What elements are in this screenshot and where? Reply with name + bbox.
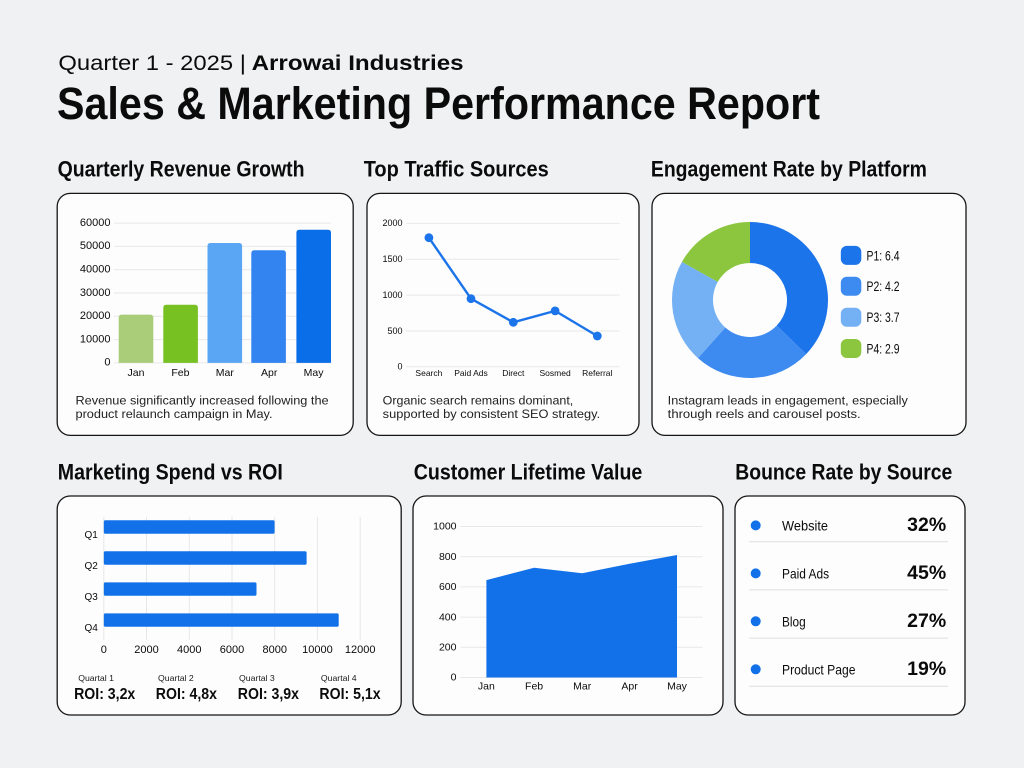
svg-text:Marketing Spend vs ROI: Marketing Spend vs ROI [58,460,283,485]
svg-text:P3: 3.7: P3: 3.7 [867,309,900,325]
svg-text:Arrowai Industries: Arrowai Industries [252,52,464,75]
svg-text:Revenue significantly increase: Revenue significantly increased followin… [76,394,329,408]
svg-text:1000: 1000 [382,290,402,300]
svg-text:500: 500 [387,326,402,336]
svg-text:32%: 32% [907,514,946,536]
svg-text:400: 400 [439,611,457,623]
svg-text:May: May [304,367,325,379]
svg-text:ROI: 3,2x: ROI: 3,2x [74,686,136,703]
svg-text:Quartal 3: Quartal 3 [239,673,275,683]
svg-text:Customer Lifetime Value: Customer Lifetime Value [414,460,643,485]
svg-text:Mar: Mar [216,367,235,379]
svg-text:8000: 8000 [262,644,286,656]
svg-text:Mar: Mar [573,680,592,692]
svg-text:Quartal 2: Quartal 2 [158,673,194,683]
svg-text:0: 0 [104,357,110,369]
svg-text:Instagram leads in engagement,: Instagram leads in engagement, especiall… [668,394,909,408]
svg-text:Q3: Q3 [84,592,98,603]
svg-text:6000: 6000 [220,644,244,656]
svg-text:Paid Ads: Paid Ads [782,566,829,582]
svg-text:Search: Search [415,368,442,378]
svg-text:Q1: Q1 [84,530,98,541]
svg-text:ROI: 3,9x: ROI: 3,9x [238,686,300,703]
svg-text:Quartal 4: Quartal 4 [321,673,357,683]
svg-text:Paid Ads: Paid Ads [454,368,488,378]
svg-text:600: 600 [439,581,457,593]
svg-text:Quartal 1: Quartal 1 [78,673,114,683]
svg-text:Direct: Direct [502,368,525,378]
svg-text:50000: 50000 [80,240,111,252]
svg-text:P1: 6.4: P1: 6.4 [867,247,900,263]
svg-text:800: 800 [439,551,457,563]
svg-text:45%: 45% [907,562,946,584]
svg-text:Quarterly Revenue Growth: Quarterly Revenue Growth [58,157,305,182]
svg-text:ROI: 5,1x: ROI: 5,1x [319,686,381,703]
svg-text:Blog: Blog [782,614,806,630]
svg-text:30000: 30000 [80,287,111,299]
svg-text:through reels and carousel pos: through reels and carousel posts. [668,407,861,421]
svg-text:Sosmed: Sosmed [540,368,571,378]
svg-text:19%: 19% [907,658,946,680]
svg-text:Sales & Marketing Performance: Sales & Marketing Performance Report [57,78,820,129]
svg-text:200: 200 [439,642,457,654]
svg-text:Feb: Feb [171,367,189,379]
svg-text:Organic search remains dominan: Organic search remains dominant, [383,394,574,408]
svg-text:Feb: Feb [525,680,543,692]
svg-text:27%: 27% [907,610,946,632]
svg-text:4000: 4000 [177,644,201,656]
svg-text:1000: 1000 [433,521,457,533]
svg-text:Q4: Q4 [84,623,98,634]
svg-text:Website: Website [782,518,828,534]
svg-text:Quarter 1 - 2025 |: Quarter 1 - 2025 | [58,52,246,75]
svg-text:Product Page: Product Page [782,662,856,678]
svg-text:12000: 12000 [345,644,376,656]
svg-text:Referral: Referral [582,368,612,378]
svg-text:Apr: Apr [621,680,638,692]
svg-text:product relaunch campaign in M: product relaunch campaign in May. [76,407,273,421]
svg-text:10000: 10000 [302,644,333,656]
svg-text:1500: 1500 [382,254,402,264]
svg-text:2000: 2000 [134,644,158,656]
svg-text:0: 0 [397,362,402,372]
svg-text:P4: 2.9: P4: 2.9 [867,340,900,356]
svg-text:Engagement Rate by Platform: Engagement Rate by Platform [651,157,927,182]
svg-text:10000: 10000 [80,333,111,345]
svg-text:Apr: Apr [261,367,278,379]
svg-text:20000: 20000 [80,310,111,322]
svg-text:0: 0 [451,672,457,684]
svg-text:2000: 2000 [382,218,402,228]
svg-text:60000: 60000 [80,217,111,229]
svg-text:ROI: 4,8x: ROI: 4,8x [156,686,218,703]
svg-text:supported by consistent SEO st: supported by consistent SEO strategy. [383,407,601,421]
svg-text:Top Traffic Sources: Top Traffic Sources [364,157,549,182]
svg-text:Q2: Q2 [84,561,98,572]
svg-text:May: May [667,680,688,692]
svg-text:0: 0 [101,644,107,656]
svg-text:Bounce Rate by Source: Bounce Rate by Source [735,460,952,485]
svg-text:Jan: Jan [478,680,495,692]
svg-text:P2: 4.2: P2: 4.2 [867,278,900,294]
svg-text:40000: 40000 [80,264,111,276]
svg-text:Jan: Jan [128,367,145,379]
